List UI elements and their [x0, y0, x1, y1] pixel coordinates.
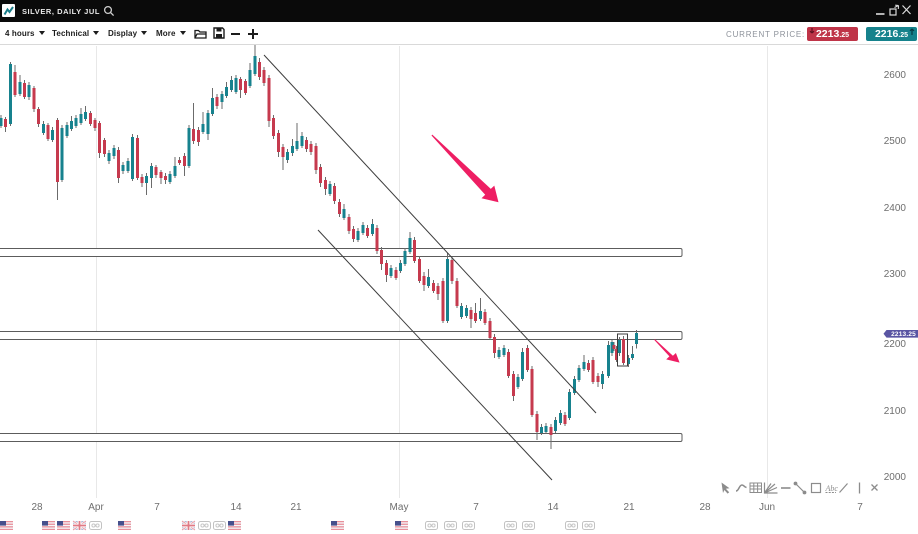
svg-text:2200: 2200 [884, 339, 907, 350]
svg-text:14: 14 [547, 502, 559, 513]
svg-text:7: 7 [473, 502, 479, 513]
svg-text:2300: 2300 [884, 269, 907, 280]
svg-text:7: 7 [154, 502, 160, 513]
svg-text:Apr: Apr [88, 502, 104, 513]
svg-text:7: 7 [857, 502, 863, 513]
svg-text:2213.25: 2213.25 [891, 331, 916, 338]
svg-text:14: 14 [230, 502, 242, 513]
svg-text:21: 21 [623, 502, 635, 513]
svg-text:May: May [390, 502, 409, 513]
svg-text:2400: 2400 [884, 203, 907, 214]
svg-text:28: 28 [31, 502, 43, 513]
svg-text:2500: 2500 [884, 136, 907, 147]
svg-text:Jun: Jun [759, 502, 775, 513]
svg-text:2600: 2600 [884, 70, 907, 81]
svg-text:21: 21 [290, 502, 302, 513]
svg-text:Abc: Abc [825, 484, 839, 493]
svg-text:28: 28 [699, 502, 711, 513]
svg-text:2100: 2100 [884, 406, 907, 417]
svg-text:2000: 2000 [884, 472, 907, 483]
